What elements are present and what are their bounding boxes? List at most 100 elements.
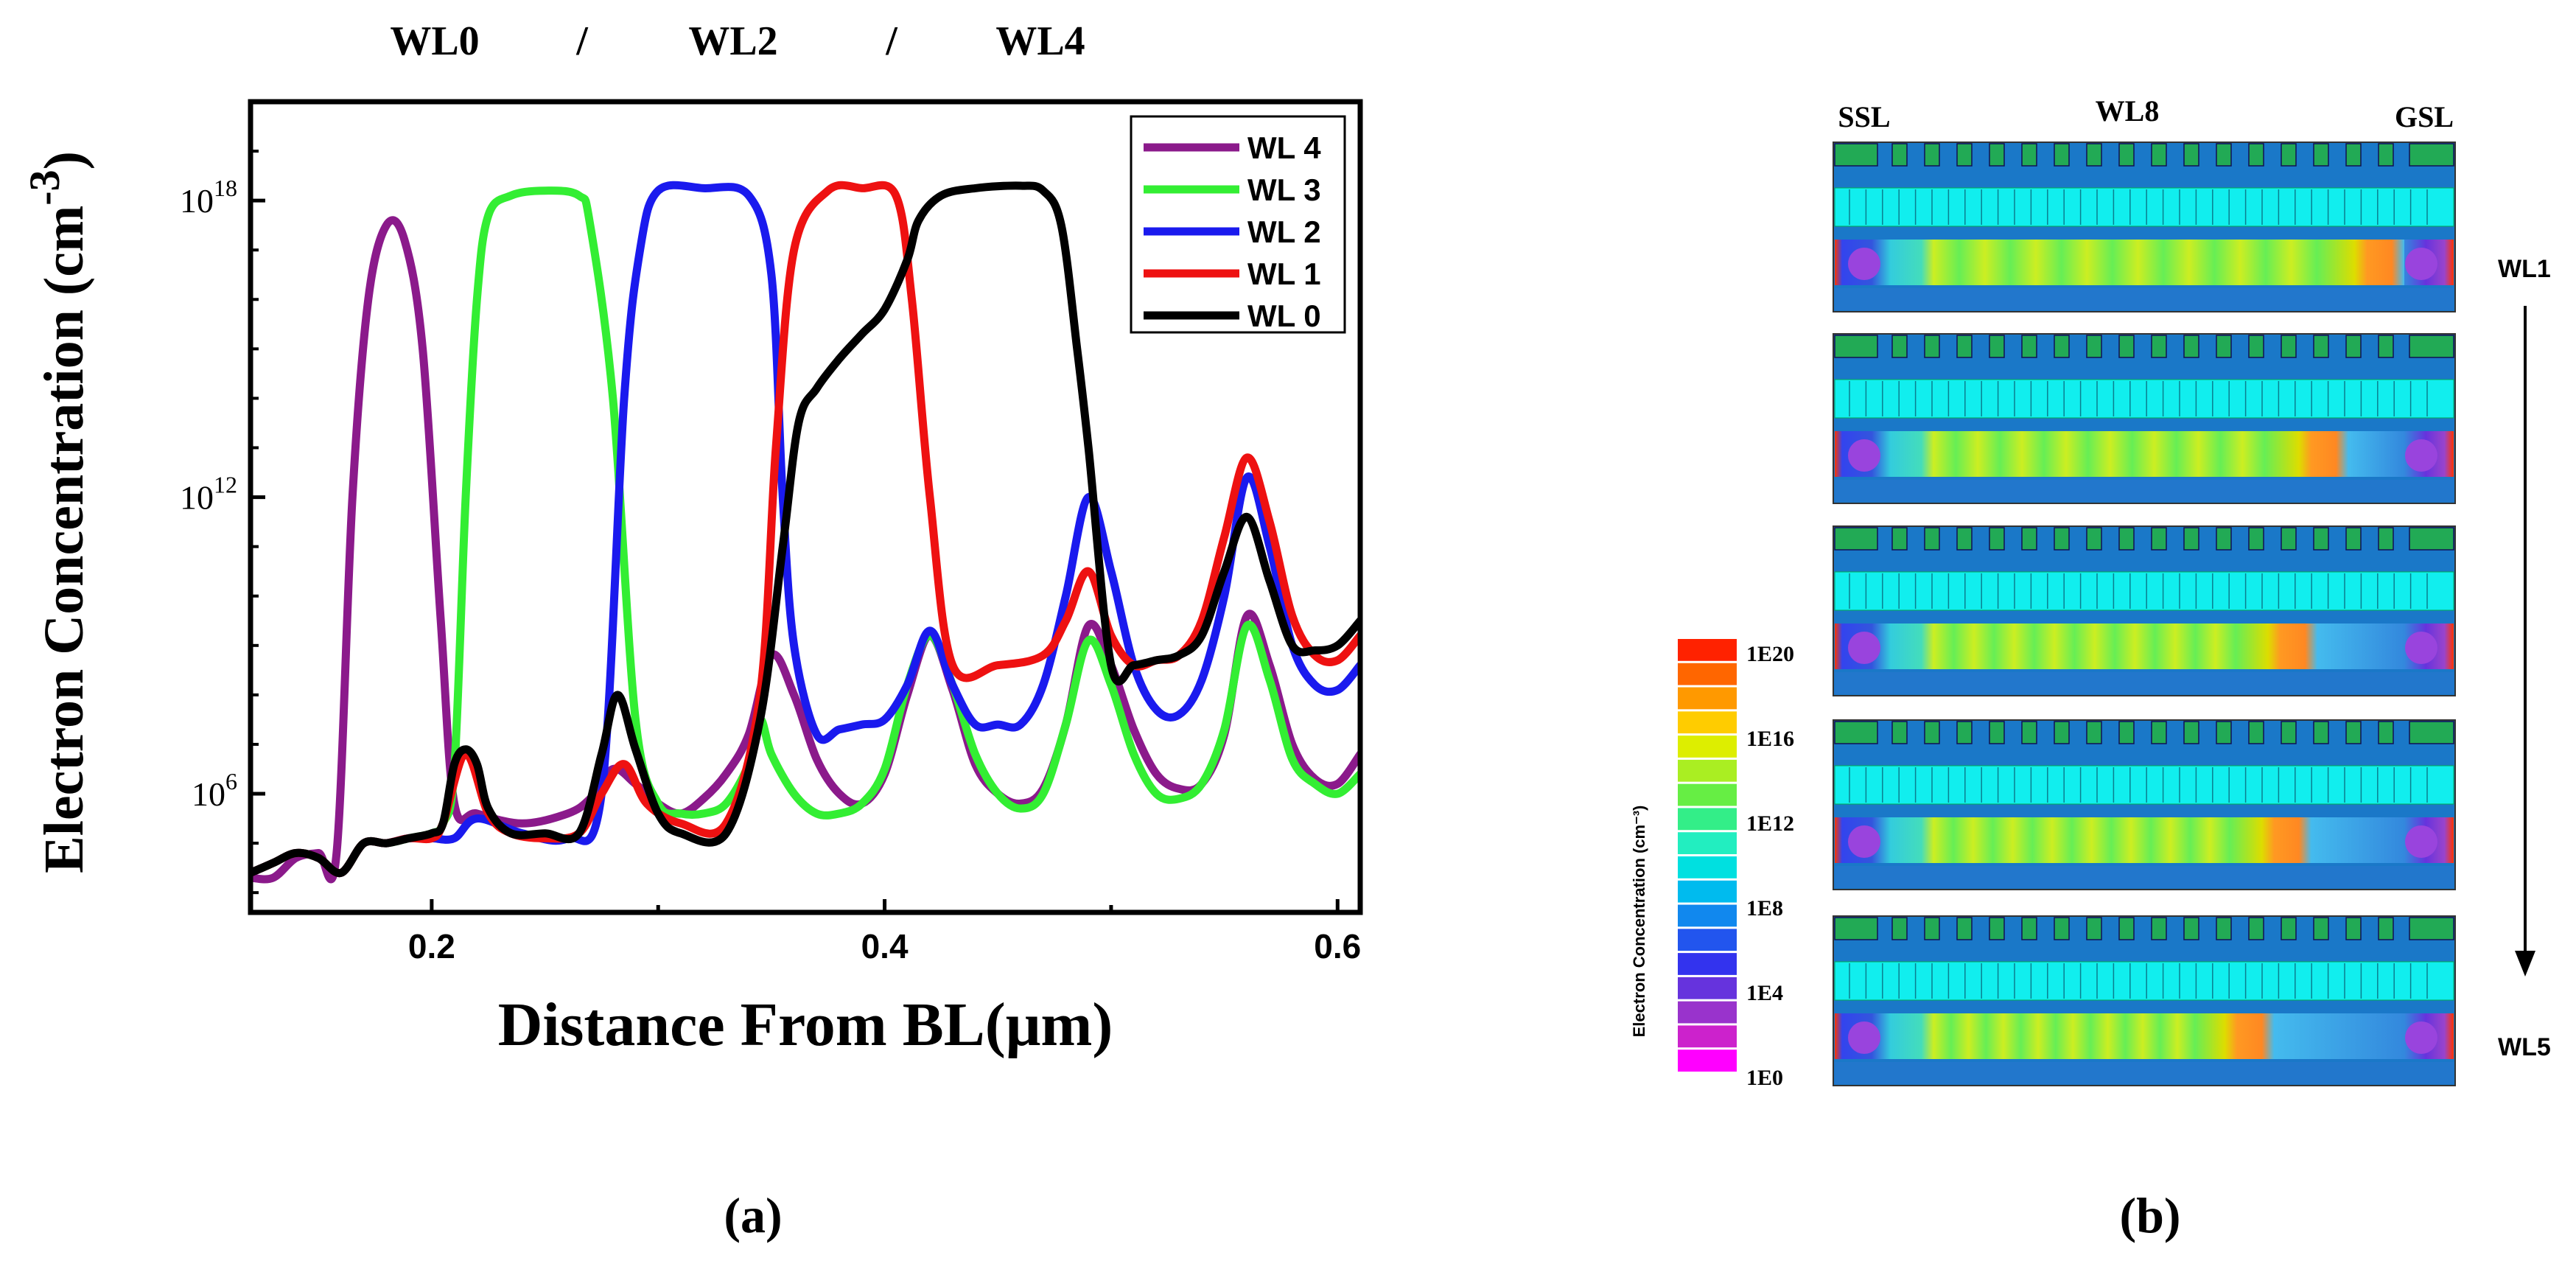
gsl-gate [2409, 721, 2454, 744]
colorbar-tick-label: 1E16 [1746, 727, 1794, 751]
wordline-gate [2183, 527, 2199, 551]
wordline-gate [2281, 143, 2297, 167]
device-strip-1 [1833, 142, 2456, 312]
wordline-gate [2216, 721, 2232, 744]
strip-bottom [1835, 672, 2454, 694]
wordline-gate [2248, 527, 2264, 551]
y-axis-label-exponent: -3 [21, 170, 69, 205]
wordline-gate [1891, 917, 1908, 940]
wordline-gate [2345, 721, 2362, 744]
charge-trap-layer [1834, 765, 2454, 805]
wordline-gate [2151, 527, 2167, 551]
drain-junction [2405, 1021, 2437, 1054]
colorbar-tick-label: 1E4 [1746, 981, 1783, 1005]
wordline-gate [2183, 335, 2199, 358]
wordline-gate [2118, 527, 2135, 551]
legend-label: WL 2 [1247, 214, 1321, 249]
wordline-gate [2313, 143, 2329, 167]
wordline-gate [2281, 335, 2297, 358]
wordline-gate [2054, 143, 2070, 167]
panel-b-device-simulation: SSL WL8 GSL WL1 WL5 1E201E161E121E81E41E… [1630, 94, 2551, 1243]
x-axis-label: Distance From BL(μm) [498, 991, 1113, 1059]
drain-junction [2405, 632, 2437, 664]
sweep-arrow-head [2515, 951, 2535, 977]
wordline-gate [2281, 917, 2297, 940]
wordline-gate [1956, 721, 1973, 744]
wordline-gate [2118, 143, 2135, 167]
wordline-gate [2378, 721, 2394, 744]
wordline-gate [2345, 917, 2362, 940]
series-group [251, 181, 1360, 884]
wordline-gate [2021, 143, 2037, 167]
wordline-gate [1989, 721, 2005, 744]
legend-label: WL 0 [1247, 298, 1321, 333]
wordline-gate [2378, 143, 2394, 167]
wordline-gate [2086, 143, 2102, 167]
wl1-label: WL1 [2498, 255, 2551, 283]
wl5-label: WL5 [2498, 1033, 2551, 1061]
colorbar-swatch [1678, 783, 1737, 806]
strip-substrate [1833, 142, 2456, 312]
wordline-gate [1924, 335, 1940, 358]
gsl-gate [2409, 917, 2454, 940]
charge-trap-layer [1834, 187, 2454, 227]
legend-label: WL 3 [1247, 172, 1321, 207]
wordline-gate [2313, 335, 2329, 358]
device-strip-2 [1833, 333, 2456, 504]
wordline-gate [2345, 143, 2362, 167]
top-label-wl4: WL4 [995, 18, 1085, 64]
source-junction [1848, 248, 1880, 280]
wordline-gate [1891, 335, 1908, 358]
top-label-separator-2: / [885, 18, 898, 64]
wordline-gate [2313, 721, 2329, 744]
strip-substrate [1833, 525, 2456, 696]
source-junction [1848, 825, 1880, 858]
top-label-separator-1: / [575, 18, 589, 64]
source-junction [1848, 1021, 1880, 1054]
wordline-gate [2118, 917, 2135, 940]
wordline-gate [2313, 917, 2329, 940]
x-tick-label: 0.2 [408, 927, 455, 965]
channel-concentration-map [1835, 1013, 2454, 1059]
channel-concentration-map [1835, 623, 2454, 669]
wordline-gate [2216, 917, 2232, 940]
plot-frame [248, 99, 1363, 915]
colorbar-swatch [1678, 880, 1737, 903]
gsl-gate [2409, 527, 2454, 551]
wordline-gate [2248, 335, 2264, 358]
colorbar-swatch [1678, 953, 1737, 975]
caption-b: (b) [2119, 1187, 2180, 1243]
legend-label: WL 1 [1247, 256, 1321, 291]
wordline-gate [2248, 143, 2264, 167]
wordline-gate [1956, 527, 1973, 551]
series-line-wl0 [251, 181, 1360, 878]
wordline-gate [2086, 527, 2102, 551]
wordline-gate [2118, 335, 2135, 358]
wordline-gate [2151, 143, 2167, 167]
colorbar-swatch [1678, 663, 1737, 685]
colorbar-swatch [1678, 1001, 1737, 1024]
y-axis-label: Electron Concentration (cm-3) [21, 151, 95, 873]
charge-trap-layer [1834, 961, 2454, 1001]
gsl-gate [2409, 335, 2454, 358]
ssl-gate [1834, 527, 1878, 551]
colorbar-tick-label: 1E8 [1746, 896, 1783, 921]
wordline-gate [2151, 917, 2167, 940]
wordline-gate [1989, 335, 2005, 358]
wordline-gate [2281, 721, 2297, 744]
x-tick-label: 0.4 [861, 927, 909, 965]
wordline-gate [2183, 917, 2199, 940]
channel-concentration-map [1835, 817, 2454, 863]
colorbar-swatch [1678, 1049, 1737, 1072]
wordline-gate [1989, 143, 2005, 167]
wordline-gate [1989, 527, 2005, 551]
y-tick-label: 106 [192, 768, 237, 813]
wordline-gate [1956, 917, 1973, 940]
axis-ticks: 0.2 0.4 0.6 106 1012 1018 [180, 150, 1361, 965]
wordline-gate [2216, 527, 2232, 551]
wordline-gate [1891, 143, 1908, 167]
colorbar-title: Electron Concentration (cm⁻³) [1630, 806, 1648, 1038]
wordline-gate [2021, 917, 2037, 940]
strip-bottom [1835, 480, 2454, 502]
